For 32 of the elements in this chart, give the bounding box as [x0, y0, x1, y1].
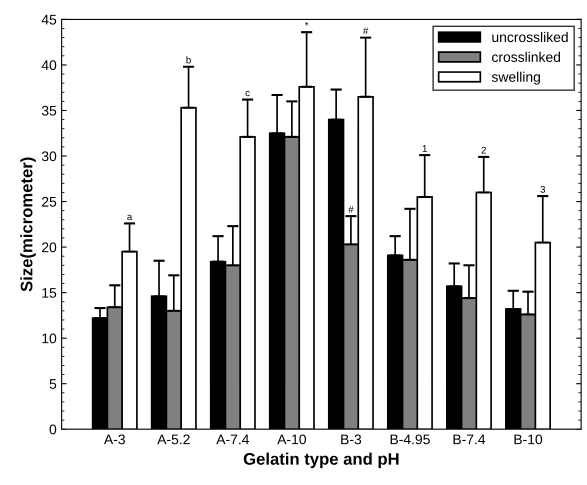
annotation: *: [304, 22, 308, 26]
x-tick-label: A-3: [104, 434, 125, 444]
legend-label: uncrossliked: [492, 32, 568, 42]
annotation: #: [362, 28, 368, 34]
x-tick-label: A-5.2: [157, 434, 190, 444]
annotation: b: [186, 56, 191, 64]
annotation: #: [348, 206, 354, 213]
annotation: c: [246, 90, 250, 96]
y-tick-label: 40: [42, 60, 56, 70]
legend-label: swelling: [492, 72, 540, 85]
x-tick-label: A-7.4: [216, 434, 250, 444]
y-tick-label: 15: [42, 288, 56, 298]
annotation: 1: [422, 145, 427, 152]
x-tick-label: B-10: [514, 434, 542, 444]
y-tick-label: 10: [42, 333, 56, 344]
x-tick-label: B-3: [341, 434, 362, 444]
x-axis-title: Gelatin type and pH: [244, 452, 399, 468]
annotation: 2: [482, 146, 486, 154]
y-tick-label: 30: [42, 151, 56, 162]
legend-label: crosslinked: [492, 52, 560, 62]
annotation: 3: [540, 186, 546, 193]
y-tick-label: 45: [42, 14, 56, 25]
y-tick-label: 35: [42, 106, 56, 116]
x-tick-label: B-7.4: [454, 434, 486, 444]
y-tick-label: 20: [42, 242, 56, 252]
annotation: a: [127, 214, 132, 220]
y-tick-label: 5: [50, 379, 56, 389]
y-tick-label: 25: [42, 196, 56, 207]
x-tick-label: A-10: [277, 434, 306, 444]
y-axis-title: Size(micrometer): [20, 158, 36, 292]
y-tick-label: 0: [50, 424, 56, 434]
x-tick-label: B-4.95: [390, 434, 430, 444]
